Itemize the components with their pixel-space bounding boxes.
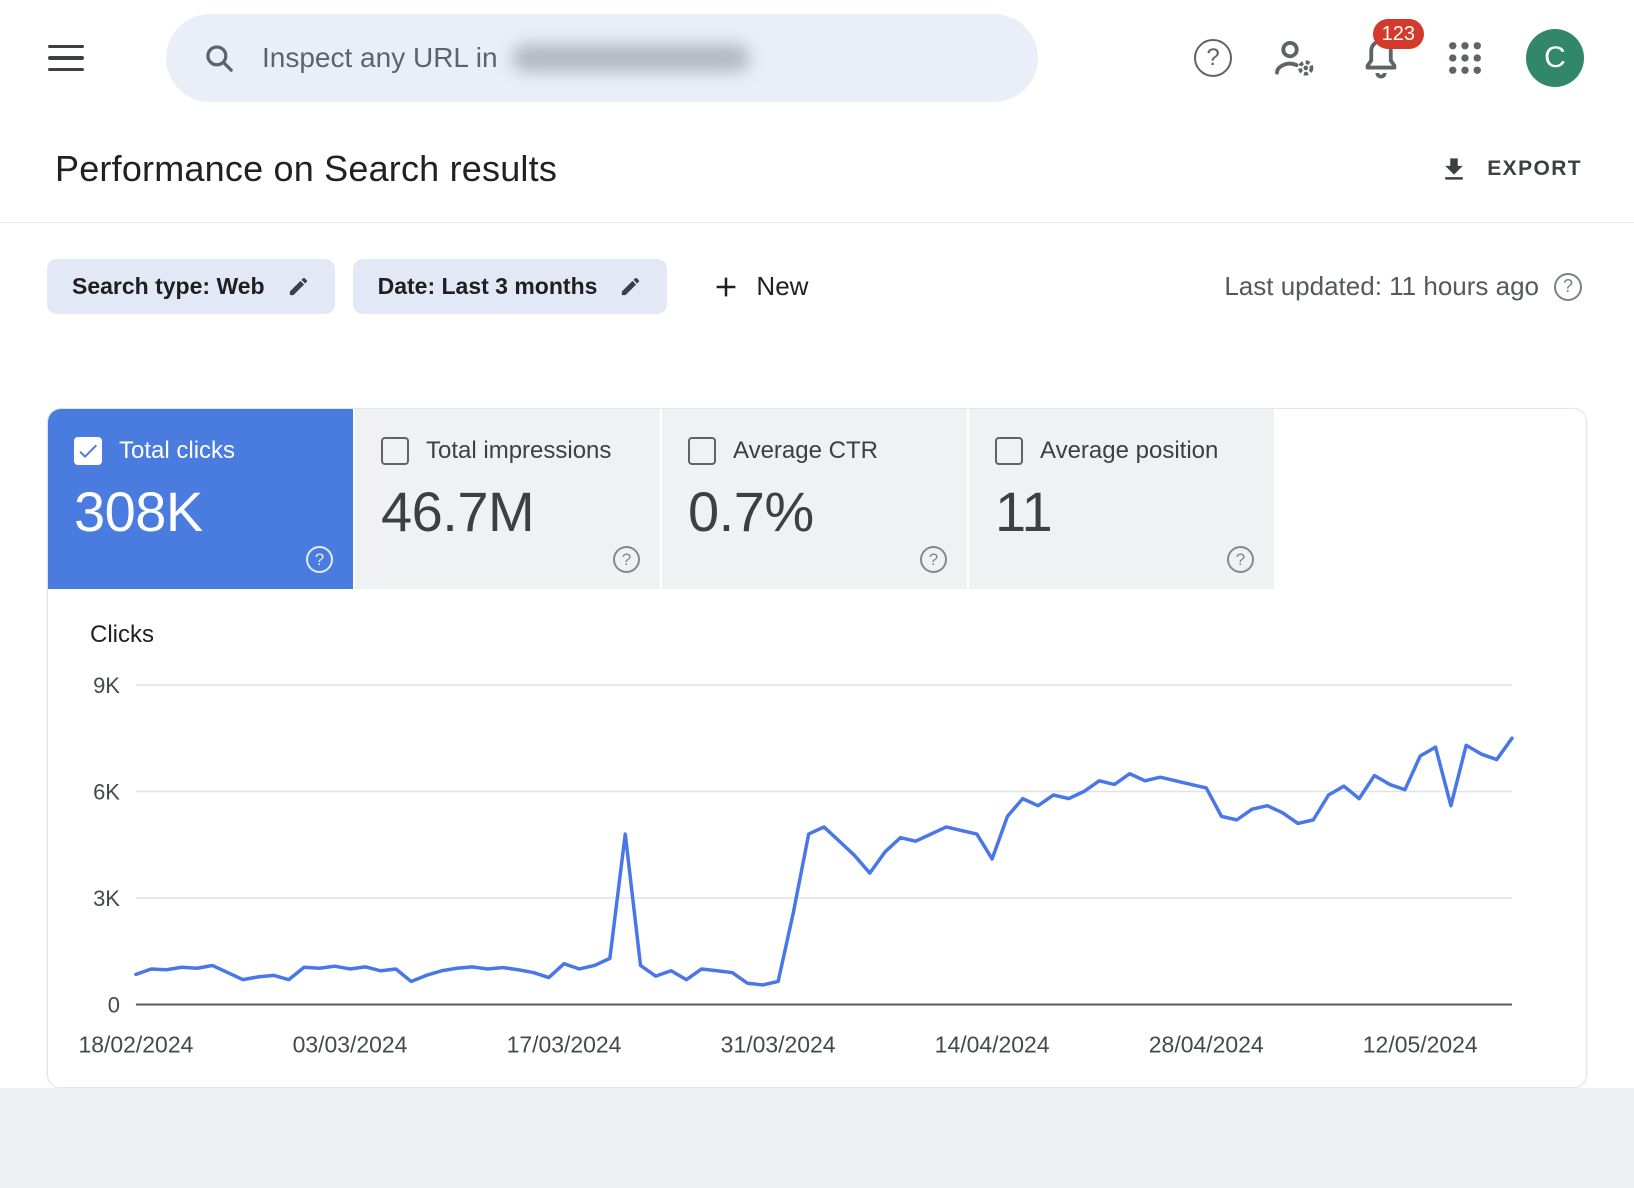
svg-text:3K: 3K: [93, 886, 120, 911]
total-clicks-checkbox[interactable]: [74, 437, 102, 465]
footer-strip: [0, 1088, 1634, 1188]
metric-label: Average CTR: [733, 437, 878, 464]
avatar[interactable]: C: [1526, 29, 1584, 87]
metric-value: 0.7%: [688, 480, 814, 543]
redacted-property-name: [511, 44, 750, 72]
edit-pencil-icon: [289, 277, 307, 296]
filters-row: Search type: Web Date: Last 3 months New…: [0, 223, 1634, 314]
metric-value: 308K: [74, 480, 203, 543]
date-range-chip-label: Date: Last 3 months: [377, 273, 598, 299]
metric-card-average-position[interactable]: Average position 11 ?: [969, 409, 1276, 589]
svg-text:12/05/2024: 12/05/2024: [1363, 1031, 1478, 1057]
search-type-chip-label: Search type: Web: [72, 273, 265, 299]
edit-pencil-icon: [622, 277, 640, 296]
menu-icon[interactable]: [48, 44, 88, 72]
search-type-chip[interactable]: Search type: Web: [47, 259, 335, 314]
export-button[interactable]: EXPORT: [1439, 154, 1582, 184]
plus-icon: [717, 277, 736, 296]
average-ctr-checkbox[interactable]: [688, 437, 716, 465]
svg-text:28/04/2024: 28/04/2024: [1149, 1031, 1264, 1057]
svg-text:9K: 9K: [93, 673, 120, 698]
last-updated: Last updated: 11 hours ago ?: [1224, 271, 1582, 302]
svg-text:6K: 6K: [93, 779, 120, 804]
metric-card-total-impressions[interactable]: Total impressions 46.7M ?: [355, 409, 662, 589]
metric-value: 46.7M: [381, 480, 535, 543]
svg-text:17/03/2024: 17/03/2024: [507, 1031, 622, 1057]
help-icon[interactable]: ?: [1227, 546, 1254, 573]
metric-card-total-clicks[interactable]: Total clicks 308K ?: [48, 409, 355, 589]
user-settings-icon[interactable]: [1272, 35, 1318, 81]
page-title: Performance on Search results: [55, 148, 558, 189]
topbar: Inspect any URL in ? 123: [0, 0, 1634, 116]
page-header: Performance on Search results EXPORT: [0, 116, 1634, 223]
svg-text:18/02/2024: 18/02/2024: [78, 1031, 193, 1057]
check-icon: [79, 444, 97, 458]
metric-value: 11: [995, 480, 1053, 543]
chart-y-axis-title: Clicks: [90, 621, 154, 648]
svg-text:0: 0: [108, 993, 120, 1018]
metric-label: Total clicks: [119, 437, 236, 464]
help-icon[interactable]: ?: [613, 546, 640, 573]
date-range-chip[interactable]: Date: Last 3 months: [352, 259, 668, 314]
total-impressions-checkbox[interactable]: [381, 437, 409, 465]
search-icon: [206, 45, 233, 72]
help-icon[interactable]: ?: [920, 546, 947, 573]
apps-grid-icon[interactable]: [1444, 37, 1486, 79]
notifications-bell-icon[interactable]: 123: [1358, 19, 1424, 81]
search-placeholder: Inspect any URL in: [262, 42, 498, 73]
help-icon[interactable]: ?: [1194, 39, 1232, 77]
help-icon[interactable]: ?: [306, 546, 333, 573]
new-filter-button[interactable]: New: [711, 271, 808, 302]
download-icon: [1445, 158, 1463, 180]
clicks-chart-section: Clicks 9K 6K 3K 0 18/02/2024 03/03/2024 17/03/…: [48, 589, 1586, 1088]
url-inspect-searchbar[interactable]: Inspect any URL in: [166, 14, 1038, 102]
metric-card-average-ctr[interactable]: Average CTR 0.7% ?: [662, 409, 969, 589]
average-position-checkbox[interactable]: [995, 437, 1023, 465]
svg-text:14/04/2024: 14/04/2024: [935, 1031, 1050, 1057]
metrics-row-filler: [1276, 409, 1586, 589]
performance-card: Total clicks 308K ? Total impressions 46…: [47, 408, 1587, 1089]
notification-badge: 123: [1372, 19, 1424, 49]
topbar-actions: ? 123: [1194, 19, 1584, 87]
new-filter-label: New: [756, 271, 809, 301]
export-label: EXPORT: [1487, 157, 1582, 180]
help-icon[interactable]: ?: [1554, 272, 1582, 301]
svg-text:31/03/2024: 31/03/2024: [721, 1031, 836, 1057]
svg-text:03/03/2024: 03/03/2024: [293, 1031, 408, 1057]
clicks-line-chart[interactable]: 9K 6K 3K 0 18/02/2024 03/03/2024 17/03/2024 31/…: [64, 657, 1542, 1061]
last-updated-text: Last updated: 11 hours ago: [1224, 271, 1539, 301]
metrics-row: Total clicks 308K ? Total impressions 46…: [48, 409, 1586, 589]
metric-label: Average position: [1040, 437, 1219, 464]
metric-label: Total impressions: [426, 437, 612, 464]
